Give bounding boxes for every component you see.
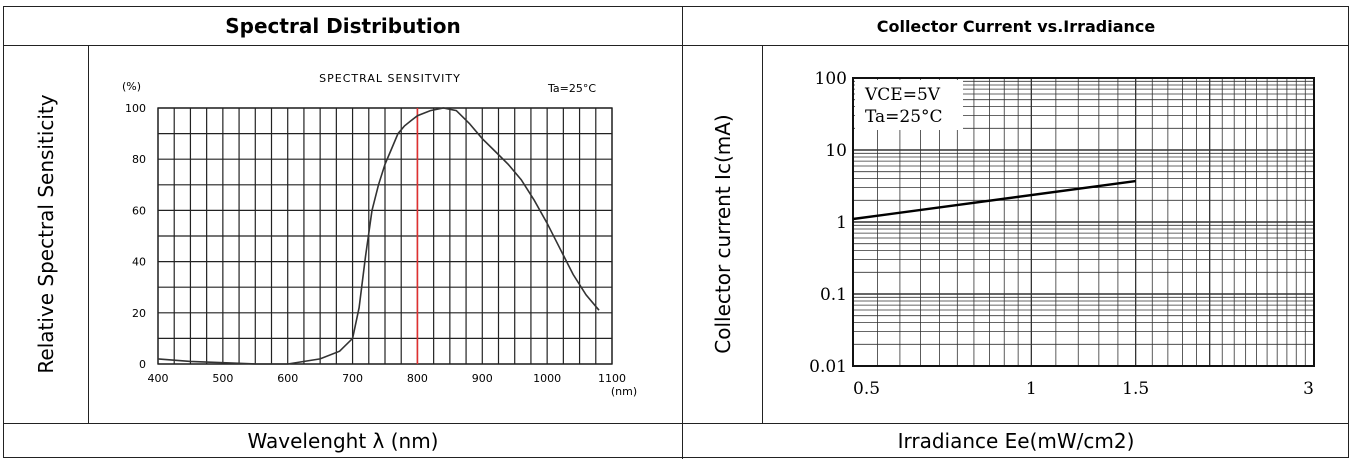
x-tick-label: 1: [1026, 379, 1037, 399]
left-label-divider: [88, 45, 89, 423]
x-unit-label: (nm): [611, 385, 637, 398]
x-tick-label: 400: [148, 372, 169, 385]
x-tick-label: 900: [472, 372, 493, 385]
y-tick-label: 60: [132, 204, 146, 217]
y-tick-label: 80: [132, 153, 146, 166]
x-tick-label: 1.5: [1122, 379, 1149, 399]
footer-divider: [4, 423, 1348, 424]
y-tick-label: 20: [132, 307, 146, 320]
annotation-ta: Ta=25°C: [865, 107, 943, 127]
x-tick-label: 500: [212, 372, 233, 385]
annotation-box: [855, 80, 963, 130]
y-tick-label: 100: [125, 102, 146, 115]
y-tick-label: 1: [836, 213, 847, 233]
y-tick-label: 40: [132, 256, 146, 269]
condition-label: Ta=25°C: [547, 82, 596, 95]
y-tick-label: 0.01: [809, 357, 847, 377]
x-tick-label: 0.5: [853, 379, 880, 399]
spectral-distribution-header: Spectral Distribution: [225, 14, 461, 38]
datasheet-table: Spectral Distribution Collector Current …: [3, 6, 1349, 459]
plot-frame: [852, 77, 1315, 367]
x-tick-label: 1100: [598, 372, 626, 385]
collector-current-header: Collector Current vs.Irradiance: [876, 16, 1156, 36]
x-tick-label: 3: [1303, 379, 1314, 399]
header-divider: [4, 45, 1348, 46]
x-tick-label: 1000: [533, 372, 561, 385]
sensitivity-curve: [157, 107, 600, 365]
y-tick-label: 100: [815, 69, 847, 89]
irradiance-axis-footer: Irradiance Ee(mW/cm2): [897, 429, 1135, 453]
y-tick-label: 10: [825, 141, 847, 161]
x-tick-label: 600: [277, 372, 298, 385]
column-divider: [682, 7, 683, 459]
y-unit-label: (%): [122, 80, 141, 93]
right-label-divider: [762, 45, 763, 423]
collector-current-line: [852, 179, 1136, 221]
y-tick-label: 0.1: [820, 285, 847, 305]
x-tick-label: 800: [407, 372, 428, 385]
chart-title: SPECTRAL SENSITVITY: [319, 72, 461, 85]
y-tick-label: 0: [139, 358, 146, 371]
annotation-vce: VCE=5V: [864, 85, 941, 105]
wavelength-axis-footer: Wavelenght λ (nm): [247, 429, 439, 453]
x-tick-label: 700: [342, 372, 363, 385]
